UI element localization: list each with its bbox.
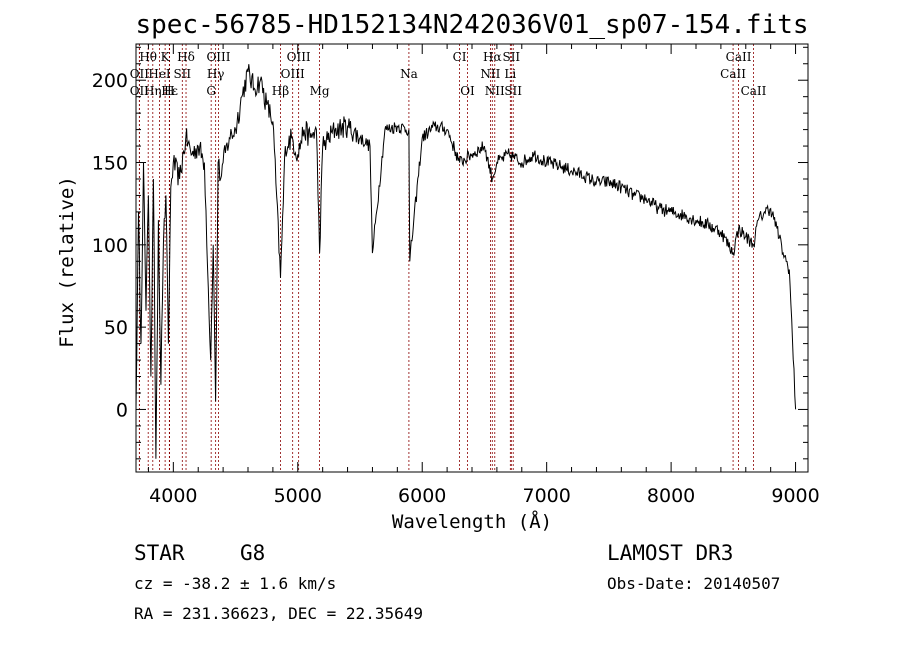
x-tick-label: 9000	[771, 485, 819, 507]
spectral-line-label: Li	[504, 67, 516, 81]
y-tick-label: 150	[92, 153, 128, 175]
spectral-line-label: Hδ	[177, 50, 195, 64]
x-tick-label: 7000	[522, 485, 570, 507]
coordinates: RA = 231.36623, DEC = 22.35649	[134, 604, 423, 623]
spectral-line-markers	[138, 44, 754, 472]
spectral-line-label: Mg	[310, 84, 330, 98]
x-tick-label: 5000	[274, 485, 322, 507]
spectral-line-label: CaII	[741, 84, 767, 98]
x-tick-label: 4000	[149, 485, 197, 507]
y-tick-label: 0	[116, 399, 128, 421]
y-axis-label: Flux (relative)	[56, 176, 78, 348]
survey-name: LAMOST DR3	[607, 541, 733, 565]
object-class: STAR	[134, 541, 185, 565]
spectral-line-label: Hη	[144, 84, 162, 98]
object-subclass: G8	[240, 541, 265, 565]
spectral-line-label: CaII	[720, 67, 746, 81]
spectral-line-label: Hβ	[272, 84, 289, 98]
spectral-line-label: HeI	[148, 67, 171, 81]
y-axis-ticks: 0 50 100 150 200	[92, 46, 808, 460]
y-tick-label: 200	[92, 70, 128, 92]
spectral-line-label: OIII	[206, 50, 230, 64]
y-tick-label: 50	[104, 317, 128, 339]
spectral-line-label: SII	[504, 84, 522, 98]
spectral-line-label: OI	[460, 84, 475, 98]
spectral-line-label: CI	[453, 50, 467, 64]
x-tick-label: 8000	[647, 485, 695, 507]
spectral-line-label: OIII	[281, 67, 305, 81]
spectral-line-label: Hα	[483, 50, 502, 64]
spectral-line-label: Na	[400, 67, 418, 81]
x-axis-ticks: 4000 5000 6000 7000 8000 9000	[147, 44, 820, 507]
plot-area	[135, 64, 797, 459]
spectral-line-label: G	[206, 84, 216, 98]
chart-title: spec-56785-HD152134N242036V01_sp07-154.f…	[135, 10, 808, 40]
spectral-line-label: CaII	[726, 50, 752, 64]
spectral-line-label: SII	[502, 50, 520, 64]
y-tick-label: 100	[92, 235, 128, 257]
spectral-line-label: OII	[130, 67, 150, 81]
spectrum-series-line	[135, 64, 797, 459]
obs-date: Obs-Date: 20140507	[607, 574, 780, 593]
spectral-line-label: H	[164, 84, 174, 98]
spectral-line-label: Hγ	[207, 67, 225, 81]
spectral-line-label: OII	[130, 84, 150, 98]
spectral-line-label: SII	[173, 67, 191, 81]
redshift-value: cz = -38.2 ± 1.6 km/s	[134, 574, 336, 593]
x-axis-label: Wavelength (Å)	[392, 510, 552, 533]
spectral-line-label: Hθ	[139, 50, 157, 64]
spectral-line-label: NII	[485, 84, 505, 98]
plot-frame	[135, 43, 809, 473]
spectral-line-label: NII	[480, 67, 500, 81]
spectral-line-label: Hε	[161, 84, 178, 98]
x-tick-label: 6000	[398, 485, 446, 507]
spectral-line-label: K	[161, 50, 171, 64]
spectral-line-label: OIII	[287, 50, 311, 64]
